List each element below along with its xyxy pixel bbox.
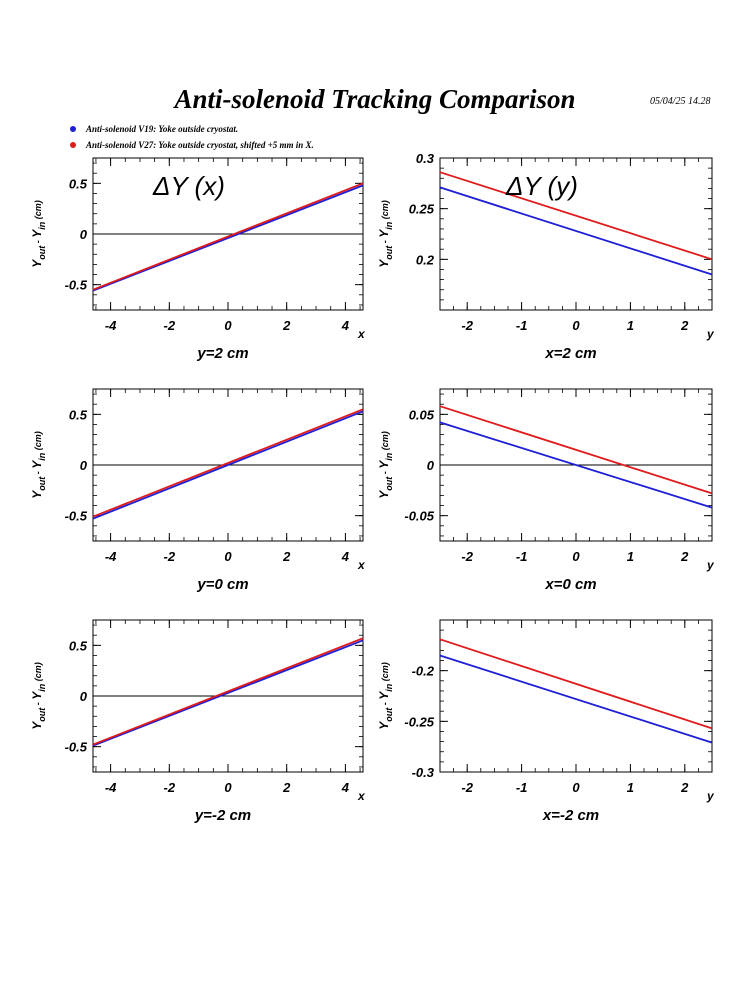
plot-6-y-tick-label: -0.2 <box>412 664 435 679</box>
plot-4-y-tick-label: 0.05 <box>409 407 435 422</box>
plot-4-caption: x=0 cm <box>544 576 596 593</box>
plot-4-y-axis-label: Yout - Yin (cm) <box>377 431 394 499</box>
plot-3-series-v27 <box>92 408 364 518</box>
plot-1-series-v27 <box>92 182 364 291</box>
plot-2-caption: x=2 cm <box>544 345 596 362</box>
legend-marker-v19 <box>70 126 76 132</box>
plot-1-y-tick-label: -0.5 <box>65 278 88 293</box>
plot-1-x-tick-label: 4 <box>341 318 350 333</box>
legend-entry-v19: Anti-solenoid V19: Yoke outside cryostat… <box>70 124 238 134</box>
plot-2-series-v27 <box>439 171 713 261</box>
plot-5-y-tick-label: -0.5 <box>65 740 88 755</box>
plot-5-x-tick-label: -2 <box>164 780 176 795</box>
plot-3-caption: y=0 cm <box>196 576 248 593</box>
plot-6-x-tick-label: -2 <box>461 780 473 795</box>
plot-4-x-tick-label: 1 <box>627 549 634 564</box>
plot-5-y-tick-label: 0.5 <box>69 638 88 653</box>
plot-6-x-tick-label: 2 <box>680 780 689 795</box>
plot-3-x-tick-label: 4 <box>341 549 350 564</box>
plot-5-x-tick-label: 0 <box>224 780 232 795</box>
plot-1-series-v19 <box>92 184 364 292</box>
plot-4-y-tick-label: -0.05 <box>404 509 434 524</box>
plot-5-x-tick-label: 2 <box>282 780 291 795</box>
plot-5-y-tick-label: 0 <box>80 689 88 704</box>
plot-2-series-v19 <box>439 186 713 276</box>
plot-5-x-axis-label: x <box>357 789 366 803</box>
legend-label-v27: Anti-solenoid V27: Yoke outside cryostat… <box>86 140 314 150</box>
plot-3-x-axis-label: x <box>357 558 366 572</box>
plot-4-x-tick-label: 2 <box>680 549 689 564</box>
plot-1-x-tick-label: 2 <box>282 318 291 333</box>
plot-1-caption: y=2 cm <box>196 345 248 362</box>
timestamp: 05/04/25 14.28 <box>650 96 711 107</box>
plot-5-series-v27 <box>92 637 364 746</box>
page-title: Anti-solenoid Tracking Comparison <box>174 84 576 114</box>
plot-2-y-axis-label: Yout - Yin (cm) <box>377 200 394 268</box>
plot-2-x-tick-label: 2 <box>680 318 689 333</box>
plot-6-x-axis-label: y <box>706 789 715 803</box>
plot-6-y-tick-label: -0.25 <box>404 714 434 729</box>
plot-3-y-tick-label: 0 <box>80 458 88 473</box>
plot-5-caption: y=-2 cm <box>194 807 251 824</box>
plot-2-y-tick-label: 0.3 <box>416 151 435 166</box>
plot-2-column-title: ΔY (y) <box>505 171 578 201</box>
legend-label-v19: Anti-solenoid V19: Yoke outside cryostat… <box>86 124 239 134</box>
plot-4-x-tick-label: -1 <box>516 549 528 564</box>
plot-3-x-tick-label: 2 <box>282 549 291 564</box>
plot-2-x-tick-label: -2 <box>461 318 473 333</box>
plot-6-caption: x=-2 cm <box>542 807 599 824</box>
plot-3-y-tick-label: -0.5 <box>65 509 88 524</box>
plot-2-x-tick-label: -1 <box>516 318 528 333</box>
plot-2-x-tick-label: 1 <box>627 318 634 333</box>
plot-1-y-tick-label: 0.5 <box>69 176 88 191</box>
plot-5-y-axis-label: Yout - Yin (cm) <box>30 662 47 730</box>
plot-1-column-title: ΔY (x) <box>152 171 225 201</box>
plot-3-x-tick-label: 0 <box>224 549 232 564</box>
legend-marker-v27 <box>70 142 76 148</box>
plot-2-x-tick-label: 0 <box>572 318 580 333</box>
legend-entry-v27: Anti-solenoid V27: Yoke outside cryostat… <box>70 140 314 150</box>
plot-6-y-tick-label: -0.3 <box>412 765 435 780</box>
plot-3-y-tick-label: 0.5 <box>69 407 88 422</box>
plot-4-x-axis-label: y <box>706 558 715 572</box>
plot-5-x-tick-label: 4 <box>341 780 350 795</box>
plot-4-y-tick-label: 0 <box>427 458 435 473</box>
plot-1-x-tick-label: -4 <box>105 318 117 333</box>
plot-4-series-v27 <box>439 405 713 495</box>
plot-2-y-tick-label: 0.25 <box>409 202 435 217</box>
plot-2-y-tick-label: 0.2 <box>416 252 435 267</box>
plot-6-x-tick-label: 0 <box>572 780 580 795</box>
plot-1-x-tick-label: 0 <box>224 318 232 333</box>
plot-1-y-tick-label: 0 <box>80 227 88 242</box>
plot-6-series-v19 <box>439 654 713 744</box>
plot-6-frame <box>439 619 713 773</box>
plot-6-x-tick-label: 1 <box>627 780 634 795</box>
plot-6-x-tick-label: -1 <box>516 780 528 795</box>
plot-1-y-axis-label: Yout - Yin (cm) <box>30 200 47 268</box>
plot-1-x-axis-label: x <box>357 327 366 341</box>
plot-5-x-tick-label: -4 <box>105 780 117 795</box>
plot-6-series-v27 <box>439 638 713 730</box>
plot-4-x-tick-label: 0 <box>572 549 580 564</box>
plot-3-x-tick-label: -2 <box>164 549 176 564</box>
plot-2-x-axis-label: y <box>706 327 715 341</box>
plot-3-x-tick-label: -4 <box>105 549 117 564</box>
plot-3-series-v19 <box>92 410 364 520</box>
plot-1-x-tick-label: -2 <box>164 318 176 333</box>
plot-5-series-v19 <box>92 639 364 747</box>
plot-3-y-axis-label: Yout - Yin (cm) <box>30 431 47 499</box>
plot-6-y-axis-label: Yout - Yin (cm) <box>377 662 394 730</box>
plot-4-series-v19 <box>439 421 713 509</box>
plot-4-x-tick-label: -2 <box>461 549 473 564</box>
